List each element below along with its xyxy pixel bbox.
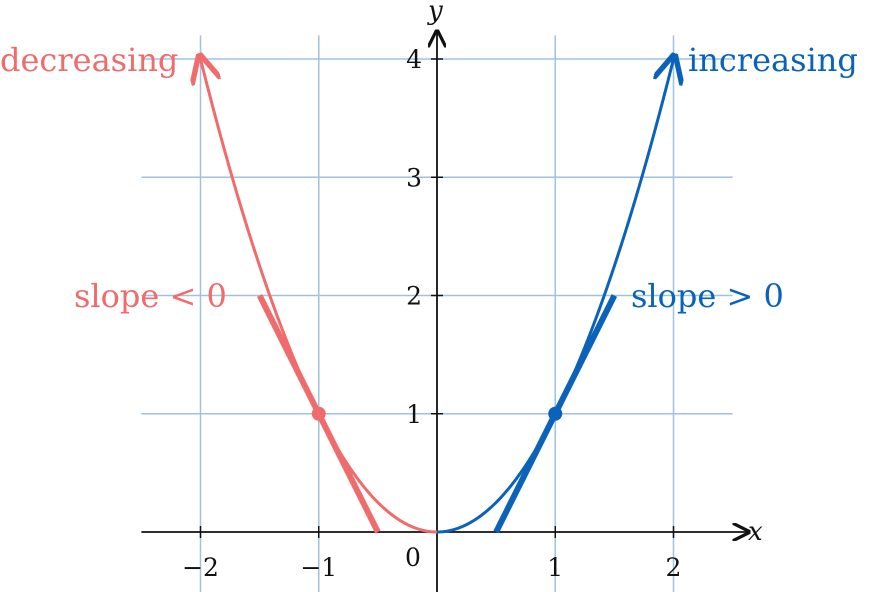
tick-labels: −2 −1 1 2 1 2 3 4 [182,45,681,582]
slope-positive-label: slope > 0 [631,277,784,315]
points [311,406,563,421]
y-tick-label: 4 [406,45,422,74]
x-tick-label: −1 [300,553,337,582]
negative-point [311,406,326,421]
y-tick-label: 1 [406,400,422,429]
y-axis-label: y [427,0,443,26]
origin-label: 0 [405,543,421,572]
x-tick-label: 2 [666,553,682,582]
y-tick-label: 2 [406,282,422,311]
x-tick-label: 1 [547,553,563,582]
y-tick-label: 3 [406,163,422,192]
x-axis-label: x [748,517,763,547]
x-tick-label: −2 [182,553,219,582]
decreasing-label: decreasing [0,41,178,79]
positive-point [548,406,563,421]
increasing-label: increasing [688,41,858,79]
slope-negative-label: slope < 0 [74,277,227,315]
